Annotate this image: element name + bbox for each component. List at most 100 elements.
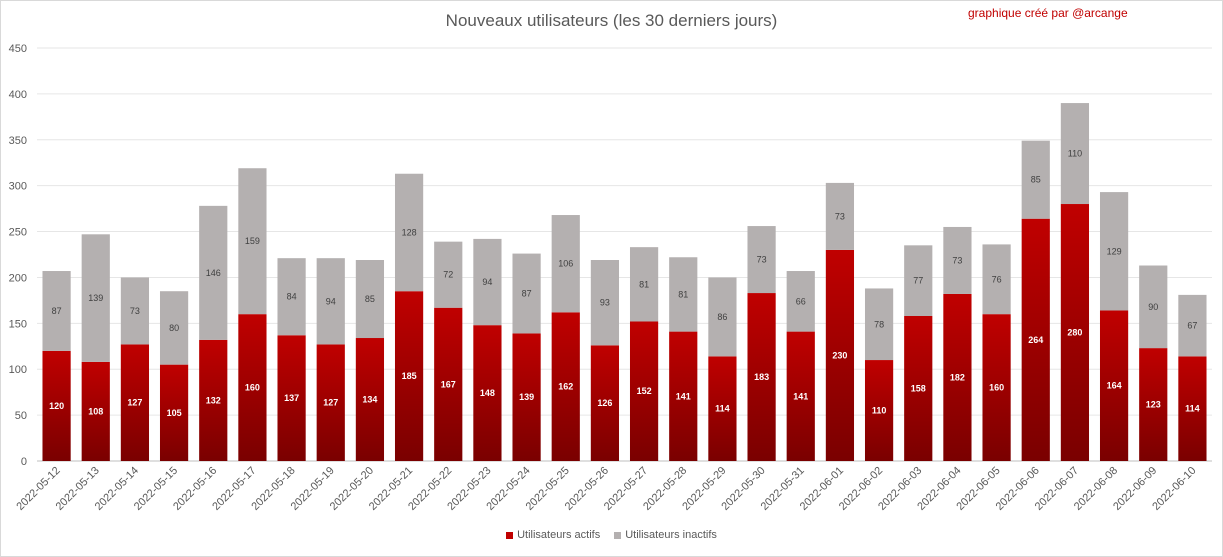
- bar-active: [629, 321, 659, 461]
- bar-inactive: [1060, 103, 1090, 205]
- data-label-inactive: 146: [206, 268, 221, 278]
- data-label-active: 152: [637, 386, 652, 396]
- legend-item-active: Utilisateurs actifs: [506, 529, 600, 541]
- data-label-inactive: 90: [1148, 302, 1158, 312]
- bar-active: [81, 361, 110, 461]
- data-label-inactive: 94: [482, 277, 492, 287]
- bar-inactive: [590, 260, 620, 346]
- y-tick-label: 300: [9, 181, 27, 193]
- bar-inactive: [159, 291, 189, 365]
- data-label-active: 132: [206, 395, 221, 405]
- bar-inactive: [982, 244, 1011, 315]
- data-label-inactive: 78: [874, 319, 884, 329]
- bar-inactive: [238, 168, 267, 315]
- bar-active: [982, 314, 1011, 461]
- bar-inactive: [825, 182, 855, 250]
- data-label-inactive: 93: [600, 298, 610, 308]
- bar-active: [277, 335, 306, 461]
- data-label-inactive: 84: [287, 292, 297, 302]
- data-label-active: 141: [676, 391, 691, 401]
- data-label-active: 158: [911, 383, 926, 393]
- data-label-inactive: 80: [169, 323, 179, 333]
- bar-inactive: [434, 241, 463, 308]
- data-label-active: 127: [323, 398, 338, 408]
- data-label-active: 105: [167, 408, 182, 418]
- bar-inactive: [394, 173, 424, 292]
- data-label-active: 162: [558, 382, 573, 392]
- data-label-active: 139: [519, 392, 534, 402]
- data-label-inactive: 77: [913, 276, 923, 286]
- data-label-active: 182: [950, 372, 965, 382]
- bar-active: [199, 339, 228, 461]
- bar-active: [512, 333, 541, 461]
- bar-inactive: [1178, 294, 1207, 357]
- data-label-inactive: 106: [558, 259, 573, 269]
- data-label-active: 148: [480, 388, 495, 398]
- bar-inactive: [629, 247, 659, 322]
- data-label-active: 134: [362, 395, 377, 405]
- bar-active: [786, 331, 815, 461]
- bar-inactive: [316, 258, 345, 345]
- data-label-inactive: 85: [1031, 175, 1041, 185]
- bar-active: [42, 350, 71, 461]
- y-tick-label: 350: [9, 135, 27, 147]
- bar-active: [551, 312, 580, 461]
- data-label-active: 160: [989, 383, 1004, 393]
- y-tick-label: 250: [9, 227, 27, 239]
- y-tick-label: 50: [15, 410, 27, 422]
- bar-inactive: [708, 277, 737, 357]
- bar-inactive: [1139, 265, 1168, 349]
- legend-label-active: Utilisateurs actifs: [517, 529, 601, 541]
- y-tick-label: 450: [9, 43, 27, 55]
- data-label-active: 141: [793, 391, 808, 401]
- data-label-active: 160: [245, 383, 260, 393]
- bar-inactive: [277, 258, 306, 336]
- bar-inactive: [669, 257, 698, 332]
- data-label-active: 264: [1028, 335, 1043, 345]
- data-label-inactive: 73: [835, 211, 845, 221]
- data-label-inactive: 81: [678, 289, 688, 299]
- grid-lines: [37, 47, 1212, 462]
- bar-inactive: [42, 271, 71, 351]
- bar-active: [1021, 218, 1050, 461]
- bar-active: [434, 307, 463, 461]
- bar-inactive: [81, 234, 110, 362]
- bars: [42, 103, 1207, 461]
- bar-active: [238, 314, 267, 461]
- data-label-inactive: 110: [1068, 149, 1082, 159]
- bar-active: [120, 344, 150, 461]
- data-label-inactive: 81: [639, 279, 649, 289]
- bar-inactive: [747, 226, 776, 294]
- data-label-inactive: 159: [245, 236, 260, 246]
- credit-text: graphique créé par @arcange: [968, 6, 1128, 20]
- legend-swatch-active: [506, 531, 514, 539]
- data-label-active: 126: [597, 398, 612, 408]
- bar-inactive: [355, 260, 385, 339]
- legend-item-inactive: Utilisateurs inactifs: [614, 529, 717, 541]
- bar-inactive: [120, 277, 150, 345]
- data-label-inactive: 128: [402, 227, 417, 237]
- data-label-active: 120: [49, 401, 64, 411]
- bar-active: [394, 291, 424, 461]
- y-tick-label: 400: [9, 89, 27, 101]
- bar-active: [864, 360, 894, 461]
- bar-active: [1139, 348, 1168, 461]
- data-label-active: 164: [1107, 381, 1122, 391]
- bar-inactive: [1021, 140, 1050, 219]
- bar-active: [669, 331, 698, 461]
- data-labels: 120 87 108 139 127 73 105 80 132 146 160 159 137 84 12…: [49, 149, 1200, 418]
- bar-active: [747, 293, 776, 461]
- data-label-inactive: 94: [326, 296, 336, 306]
- bar-active: [825, 249, 855, 461]
- data-label-inactive: 129: [1107, 246, 1122, 256]
- data-label-inactive: 73: [952, 255, 962, 265]
- data-label-inactive: 86: [717, 312, 727, 322]
- bar-inactive: [943, 226, 972, 294]
- bar-active: [1060, 204, 1090, 461]
- data-label-inactive: 73: [130, 306, 140, 316]
- data-label-inactive: 139: [88, 293, 103, 303]
- legend: Utilisateurs actifs Utilisateurs inactif…: [0, 529, 1223, 541]
- bar-inactive: [512, 253, 541, 334]
- data-label-active: 127: [127, 398, 142, 408]
